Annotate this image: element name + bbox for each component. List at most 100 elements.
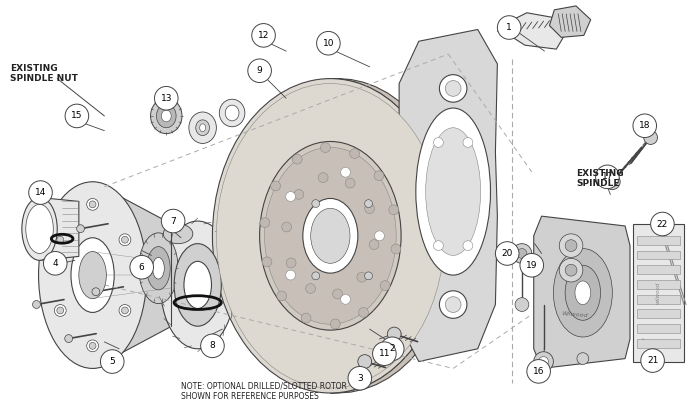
FancyBboxPatch shape (637, 250, 680, 259)
Ellipse shape (512, 244, 532, 263)
FancyBboxPatch shape (633, 224, 684, 362)
Ellipse shape (389, 205, 398, 215)
Circle shape (65, 104, 89, 128)
FancyBboxPatch shape (637, 339, 680, 348)
Circle shape (520, 253, 543, 277)
Circle shape (633, 114, 657, 137)
Ellipse shape (199, 124, 206, 132)
Ellipse shape (286, 258, 296, 268)
Ellipse shape (184, 261, 211, 309)
Ellipse shape (445, 80, 461, 96)
Ellipse shape (153, 257, 164, 279)
Ellipse shape (575, 281, 591, 305)
Circle shape (316, 32, 340, 55)
Ellipse shape (55, 234, 66, 246)
Ellipse shape (312, 200, 320, 208)
Ellipse shape (565, 265, 601, 320)
Polygon shape (533, 216, 630, 368)
Ellipse shape (22, 198, 57, 260)
Ellipse shape (350, 149, 360, 158)
Ellipse shape (163, 224, 193, 244)
Ellipse shape (71, 238, 114, 312)
Ellipse shape (433, 137, 443, 147)
Text: 5: 5 (109, 357, 115, 366)
Ellipse shape (294, 189, 304, 199)
Ellipse shape (57, 236, 64, 243)
Text: NOTE: OPTIONAL DRILLED/SLOTTED ROTOR
SHOWN FOR REFERENCE PURPOSES: NOTE: OPTIONAL DRILLED/SLOTTED ROTOR SHO… (181, 381, 347, 401)
Ellipse shape (565, 264, 577, 276)
Text: 18: 18 (639, 121, 650, 130)
Ellipse shape (358, 307, 368, 317)
Text: 9: 9 (257, 66, 262, 75)
Ellipse shape (554, 248, 612, 337)
Text: 14: 14 (35, 188, 46, 197)
FancyBboxPatch shape (637, 309, 680, 318)
Ellipse shape (365, 272, 372, 280)
Ellipse shape (341, 295, 351, 304)
Ellipse shape (416, 108, 491, 275)
Ellipse shape (358, 355, 372, 368)
Text: 7: 7 (170, 217, 176, 225)
Ellipse shape (139, 233, 178, 303)
Circle shape (252, 23, 275, 47)
Text: 4: 4 (52, 259, 58, 268)
Ellipse shape (26, 204, 53, 253)
Ellipse shape (174, 244, 221, 326)
Ellipse shape (303, 198, 358, 273)
Circle shape (43, 252, 67, 275)
Text: 8: 8 (209, 341, 216, 350)
Text: 11: 11 (379, 349, 390, 358)
Circle shape (29, 181, 52, 204)
Ellipse shape (92, 288, 100, 296)
Ellipse shape (281, 222, 291, 232)
Ellipse shape (426, 128, 481, 255)
Ellipse shape (286, 270, 295, 280)
Text: 15: 15 (71, 112, 83, 120)
Ellipse shape (391, 244, 401, 254)
Circle shape (155, 86, 178, 110)
Ellipse shape (387, 327, 401, 341)
Circle shape (348, 366, 372, 390)
Ellipse shape (515, 298, 528, 311)
Ellipse shape (87, 340, 99, 352)
Ellipse shape (189, 112, 216, 143)
Ellipse shape (577, 353, 589, 364)
Circle shape (527, 360, 550, 383)
Text: 16: 16 (533, 367, 545, 376)
Text: 1: 1 (506, 23, 512, 32)
Ellipse shape (374, 231, 384, 241)
Circle shape (498, 16, 521, 39)
Ellipse shape (57, 307, 64, 314)
Polygon shape (39, 198, 79, 260)
Ellipse shape (533, 352, 554, 371)
Ellipse shape (219, 99, 245, 127)
Circle shape (640, 349, 664, 372)
Ellipse shape (369, 240, 379, 250)
FancyBboxPatch shape (637, 295, 680, 303)
Ellipse shape (122, 307, 128, 314)
Ellipse shape (330, 319, 340, 329)
Circle shape (248, 59, 272, 82)
Ellipse shape (321, 143, 330, 153)
Circle shape (372, 342, 396, 366)
Text: wilwood: wilwood (656, 282, 661, 304)
Ellipse shape (301, 313, 311, 323)
Text: 2: 2 (389, 344, 395, 353)
Ellipse shape (89, 201, 96, 208)
Ellipse shape (463, 241, 473, 250)
Ellipse shape (38, 182, 146, 368)
Text: 3: 3 (357, 374, 363, 383)
Ellipse shape (440, 75, 467, 102)
Ellipse shape (262, 257, 272, 267)
Ellipse shape (119, 234, 131, 246)
Ellipse shape (64, 335, 73, 343)
Ellipse shape (644, 130, 657, 144)
Ellipse shape (341, 167, 351, 177)
Ellipse shape (216, 84, 444, 388)
Text: 21: 21 (647, 356, 658, 365)
Ellipse shape (365, 200, 372, 208)
FancyBboxPatch shape (637, 265, 680, 274)
Polygon shape (498, 13, 566, 49)
Ellipse shape (517, 248, 527, 259)
Text: Wilwood: Wilwood (561, 311, 588, 318)
